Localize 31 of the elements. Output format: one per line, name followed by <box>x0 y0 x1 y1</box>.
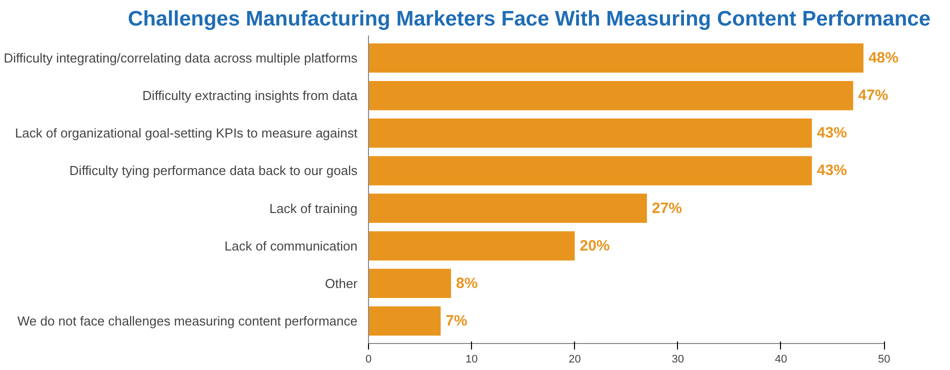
y-tick-label: Lack of communication <box>224 238 358 254</box>
y-tick-label: We do not face challenges measuring content performance <box>17 313 358 328</box>
bar <box>368 194 647 223</box>
data-label: 27% <box>652 200 682 217</box>
data-label: 47% <box>858 87 888 104</box>
x-tick-label: 50 <box>878 354 890 366</box>
bar <box>368 43 864 73</box>
y-tick-label: Difficulty integrating/correlating data across multiple platforms <box>4 50 358 66</box>
data-label: 43% <box>816 124 847 142</box>
chart-title: Challenges Manufacturing Marketers Face With Measuring Content Performance <box>128 8 931 30</box>
bar <box>368 306 441 336</box>
y-tick-label: Lack of organizational goal-setting KPIs to measure against <box>14 126 358 141</box>
x-tick-label: 10 <box>466 354 478 366</box>
data-label: 7% <box>446 312 468 330</box>
bar <box>368 231 575 260</box>
y-tick-label: Difficulty tying performance data back to our goals <box>69 163 358 178</box>
data-label: 20% <box>580 237 610 254</box>
x-tick-label: 0 <box>365 354 372 366</box>
data-label: 43% <box>816 162 847 180</box>
bar <box>368 156 812 186</box>
x-tick-label: 20 <box>568 354 581 366</box>
data-label: 48% <box>868 50 899 67</box>
bar <box>368 80 854 110</box>
x-tick-label: 30 <box>672 354 684 366</box>
x-tick-label: 40 <box>774 354 788 366</box>
data-label: 8% <box>456 274 478 292</box>
y-tick-label: Lack of training <box>269 200 358 216</box>
y-tick-label: Other <box>324 276 358 291</box>
bar <box>368 118 812 148</box>
y-tick-label: Difficulty extracting insights from data <box>142 88 358 104</box>
bar <box>368 268 451 298</box>
